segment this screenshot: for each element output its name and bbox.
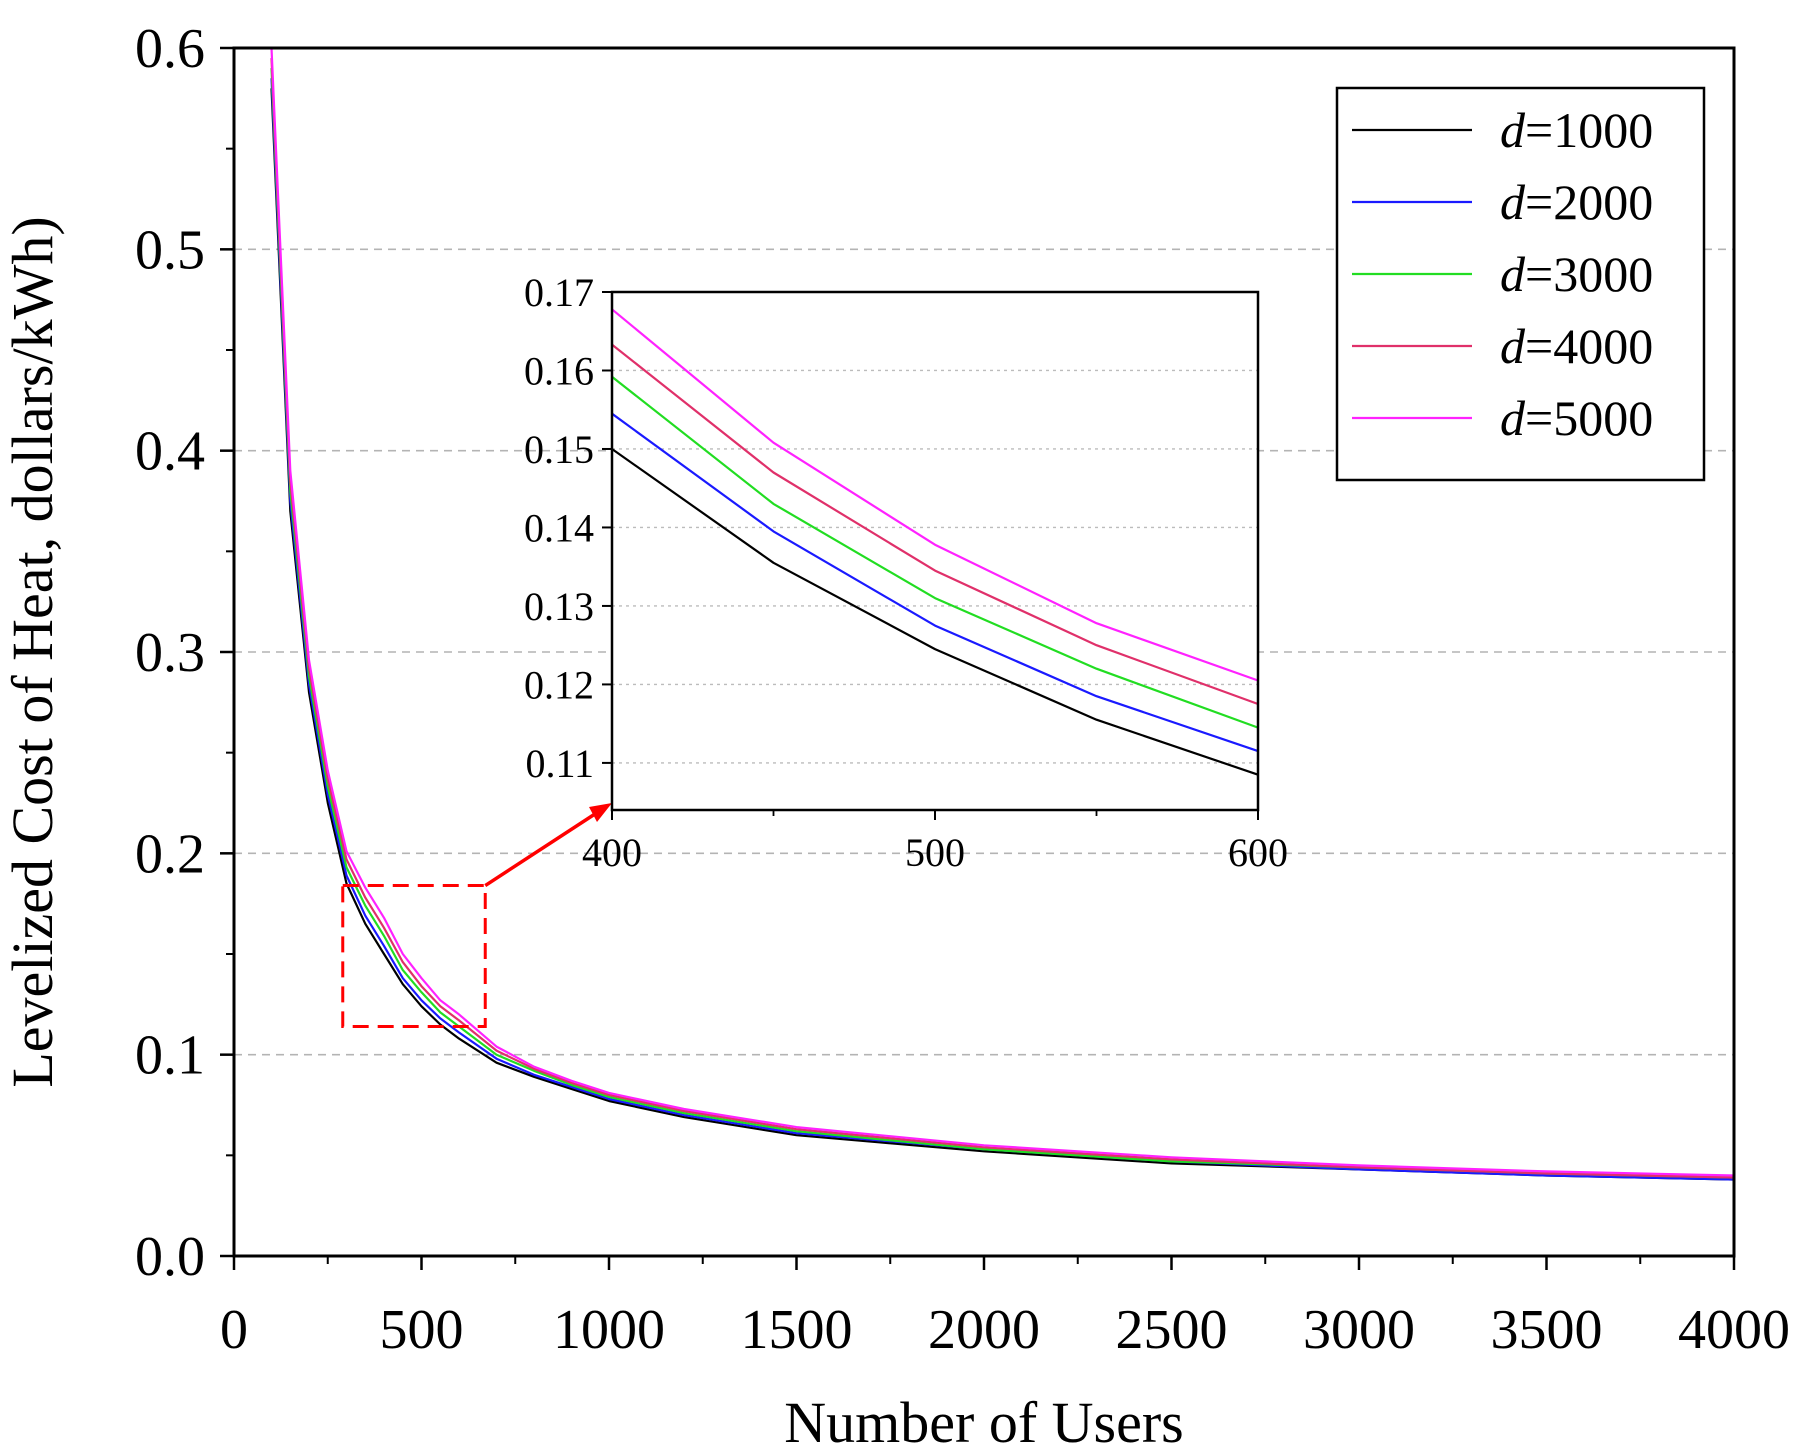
main-series-line-5 <box>270 47 1735 1177</box>
legend-label: d=3000 <box>1500 246 1653 302</box>
y-tick-label: 0.3 <box>135 622 205 684</box>
inset-grid <box>612 369 1258 764</box>
inset-y-tick-label: 0.15 <box>524 427 594 472</box>
x-tick-label: 3000 <box>1303 1299 1415 1361</box>
zoom-annotation <box>341 803 612 1028</box>
legend-label: d=1000 <box>1500 102 1653 158</box>
zoom-box <box>341 884 487 1028</box>
inset-x-tick-label: 400 <box>582 830 642 875</box>
inset-series-line-5 <box>611 308 1259 682</box>
y-tick-label: 0.1 <box>135 1025 205 1087</box>
zoom-arrow-head <box>589 803 612 822</box>
legend-item-1: d=1000 <box>1352 102 1653 158</box>
inset-ticks: 400 500 600 0.11 0.12 0.13 0.14 0.15 0.16 0.17 <box>524 270 1288 875</box>
legend-label: d=5000 <box>1500 390 1653 446</box>
x-tick-label: 2500 <box>1116 1299 1228 1361</box>
main-series-group <box>270 47 1735 1181</box>
legend: d=1000 d=2000 d=3000 d=4000 d=5000 <box>1335 86 1706 482</box>
x-tick-label: 2000 <box>928 1299 1040 1361</box>
legend-label: d=4000 <box>1500 318 1653 374</box>
x-axis-title: Number of Users <box>784 1390 1183 1451</box>
x-tick-label: 3500 <box>1491 1299 1603 1361</box>
legend-item-5: d=5000 <box>1352 390 1653 446</box>
main-series-line-4 <box>270 58 1735 1179</box>
inset-y-tick-label: 0.16 <box>524 348 594 393</box>
inset-x-tick-label: 500 <box>905 830 965 875</box>
inset-y-tick-label: 0.11 <box>525 741 594 786</box>
main-ticks: 0 500 1000 1500 2000 2500 3000 3500 4000 0.0 0.1 0.… <box>135 18 1790 1361</box>
legend-item-3: d=3000 <box>1352 246 1653 302</box>
inset-series-line-2 <box>611 412 1259 753</box>
y-tick-label: 0.2 <box>135 823 205 885</box>
inset-y-tick-label: 0.13 <box>524 584 594 629</box>
x-tick-label: 1500 <box>741 1299 853 1361</box>
inset-y-tick-label: 0.12 <box>524 662 594 707</box>
inset-series-line-1 <box>611 448 1259 776</box>
inset-y-tick-label: 0.17 <box>524 270 594 315</box>
inset-x-tick-label: 600 <box>1228 830 1288 875</box>
inset-series-group <box>611 308 1259 776</box>
inset-series-line-3 <box>611 375 1259 729</box>
legend-label: d=2000 <box>1500 174 1653 230</box>
x-tick-label: 1000 <box>553 1299 665 1361</box>
y-axis-title: Levelized Cost of Heat, dollars/kWh) <box>0 216 65 1087</box>
inset-background <box>612 292 1258 810</box>
y-tick-label: 0.0 <box>135 1226 205 1288</box>
y-tick-label: 0.6 <box>135 18 205 80</box>
legend-box <box>1335 86 1706 482</box>
x-tick-label: 4000 <box>1678 1299 1790 1361</box>
inset-y-tick-label: 0.14 <box>524 505 594 550</box>
zoom-arrow-line <box>484 810 599 888</box>
legend-item-2: d=2000 <box>1352 174 1653 230</box>
x-tick-label: 0 <box>220 1299 248 1361</box>
y-tick-label: 0.5 <box>135 219 205 281</box>
main-series-line-3 <box>270 68 1735 1179</box>
main-series-line-1 <box>270 88 1735 1181</box>
legend-item-4: d=4000 <box>1352 318 1653 374</box>
inset-chart: 400 500 600 0.11 0.12 0.13 0.14 0.15 0.16 0.17 <box>524 270 1288 875</box>
x-tick-label: 500 <box>380 1299 464 1361</box>
inset-series-line-4 <box>611 343 1259 706</box>
y-tick-label: 0.4 <box>135 421 205 483</box>
